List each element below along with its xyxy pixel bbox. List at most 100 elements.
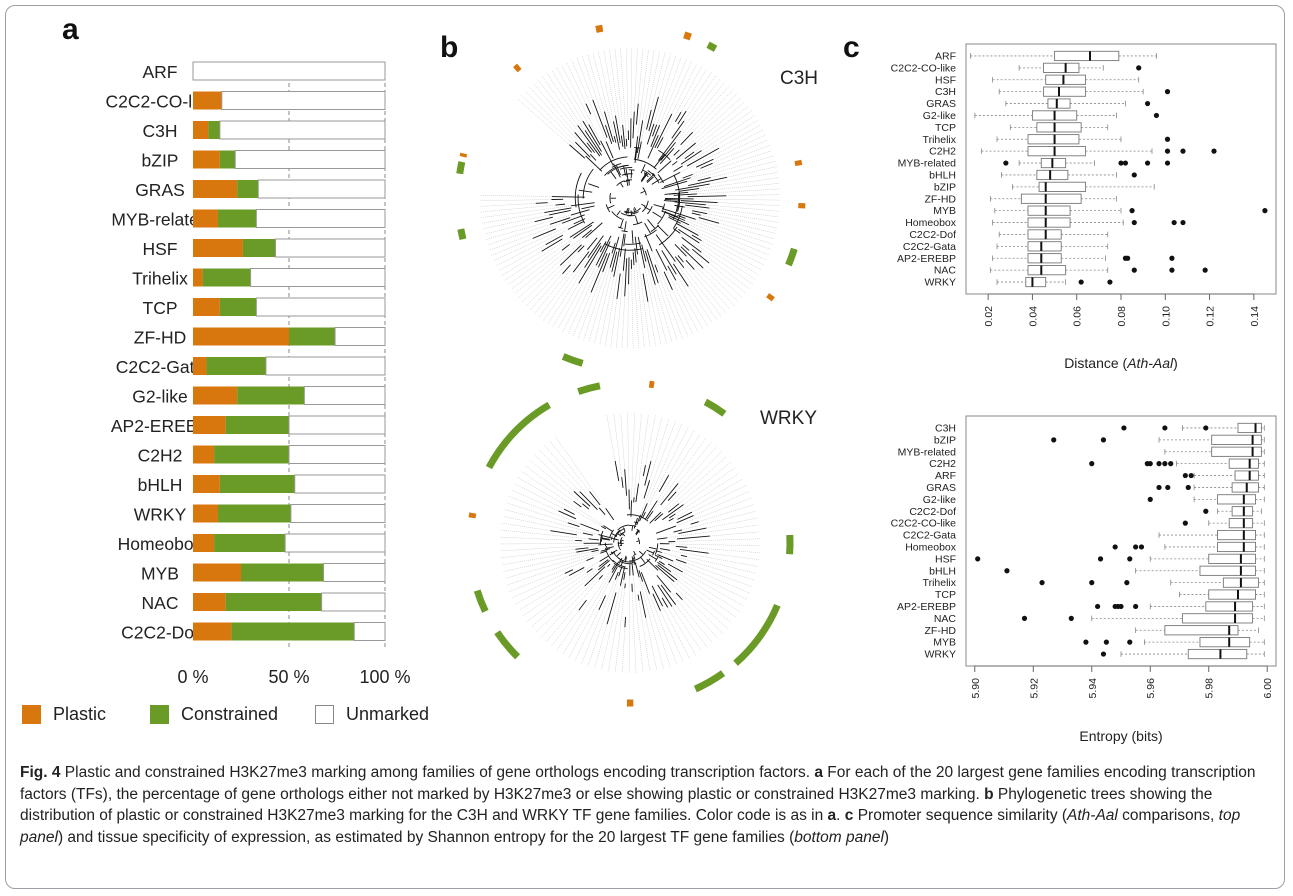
leaf-branch: [663, 271, 673, 290]
box-label: AP2-EREBP: [897, 253, 956, 265]
leaf-label-line: [562, 265, 597, 333]
bar-segment-unmarked: [234, 150, 386, 169]
leaf-label-line: [667, 524, 759, 539]
leaf-branch: [652, 124, 658, 137]
leaf-branch: [558, 510, 577, 520]
x-tick-label: 6.00: [1262, 678, 1274, 699]
leaf-label-line: [549, 440, 590, 492]
internal-branch: [617, 541, 621, 551]
internal-branch: [616, 180, 625, 187]
caption-ref-c: c: [844, 807, 854, 824]
category-label: C2C2-CO-like: [106, 92, 215, 112]
bar-segment-plastic: [193, 298, 220, 316]
bar-segment-unmarked: [294, 474, 386, 494]
leaf-branch: [672, 263, 689, 287]
leaf-branch: [660, 483, 679, 506]
internal-branch: [613, 163, 619, 173]
box-label: C2H2: [929, 458, 956, 470]
internal-branch: [637, 530, 641, 533]
box-label: C2C2-Gata: [903, 241, 956, 253]
outlier-point: [1168, 461, 1174, 467]
internal-branch: [633, 563, 637, 565]
bar-segment-plastic: [193, 622, 232, 641]
category-label: bHLH: [138, 475, 183, 495]
outlier-point: [1103, 639, 1109, 645]
internal-branch: [624, 210, 633, 213]
constrained-mark: [577, 382, 601, 395]
leaf-branch: [567, 221, 584, 230]
leaf-branch: [662, 504, 684, 521]
outlier-point: [1131, 267, 1137, 273]
box-label: GRAS: [926, 482, 956, 494]
internal-branch: [617, 524, 630, 531]
internal-branch: [623, 234, 626, 247]
leaf-label-line: [552, 283, 580, 327]
plastic-mark: [468, 512, 477, 519]
leaf-branch: [535, 202, 548, 204]
constrained-mark: [473, 589, 489, 613]
leaf-branch: [551, 196, 585, 198]
leaf-label-line: [709, 207, 779, 218]
leaf-label-line: [675, 497, 752, 527]
leaf-branch: [570, 202, 595, 207]
leaf-branch: [674, 243, 687, 257]
leaf-label-line: [508, 495, 581, 525]
leaf-branch: [671, 161, 678, 166]
leaf-branch: [681, 236, 702, 253]
outlier-point: [1162, 425, 1168, 431]
internal-branch: [611, 549, 618, 554]
leaf-branch: [561, 244, 570, 251]
bar-segment-plastic: [193, 327, 289, 346]
leaf-label-line: [561, 64, 601, 142]
leaf-label-line: [645, 426, 689, 513]
internal-branch: [643, 206, 651, 211]
leaf-label-line: [645, 261, 667, 344]
leaf-label-line: [529, 460, 583, 504]
constrained-mark: [733, 603, 781, 666]
category-label: C3H: [142, 121, 177, 141]
internal-branch: [612, 559, 626, 568]
internal-branch: [638, 550, 644, 555]
internal-branch: [606, 546, 614, 549]
leaf-branch: [667, 265, 677, 281]
caption-text-1: Plastic and constrained H3K27me3 marking…: [60, 764, 815, 781]
outlier-point: [1089, 580, 1095, 586]
leaf-branch: [673, 529, 682, 533]
figure-caption: Fig. 4 Plastic and constrained H3K27me3 …: [20, 762, 1275, 848]
legend-plastic: Plastic: [22, 704, 106, 725]
outlier-point: [1156, 461, 1162, 467]
leaf-label-line: [547, 267, 585, 324]
leaf-label-line: [655, 284, 673, 343]
leaf-branch: [607, 563, 611, 567]
bar-segment-plastic: [193, 386, 238, 405]
leaf-branch: [691, 212, 701, 216]
leaf-branch: [605, 141, 614, 159]
bar-segment-constrained: [217, 209, 257, 228]
leaf-branch: [591, 549, 599, 553]
box: [1199, 565, 1256, 576]
box: [1237, 422, 1262, 434]
leaf-label-line: [529, 86, 591, 155]
leaf-branch: [586, 568, 593, 573]
leaf-label-line: [698, 235, 762, 271]
leaf-branch: [613, 135, 617, 143]
bar-segment-plastic: [193, 180, 238, 198]
leaf-label-line: [507, 238, 574, 286]
box: [1027, 229, 1062, 240]
internal-branch: [626, 514, 649, 522]
bar-segment-constrained: [219, 298, 257, 316]
leaf-branch: [638, 570, 643, 582]
outlier-point: [1100, 437, 1107, 443]
leaf-branch: [685, 259, 695, 270]
box-label: bHLH: [929, 565, 956, 577]
category-label: bZIP: [142, 151, 179, 171]
leaf-branch: [611, 251, 618, 272]
leaf-label-line: [506, 502, 568, 524]
bar-segment-unmarked: [290, 504, 386, 523]
leaf-branch: [687, 195, 727, 198]
leaf-label-line: [567, 267, 599, 335]
leaf-branch: [646, 123, 655, 145]
leaf-label-line: [698, 177, 779, 189]
bar-segment-constrained: [289, 327, 336, 346]
leaf-branch: [651, 585, 663, 607]
